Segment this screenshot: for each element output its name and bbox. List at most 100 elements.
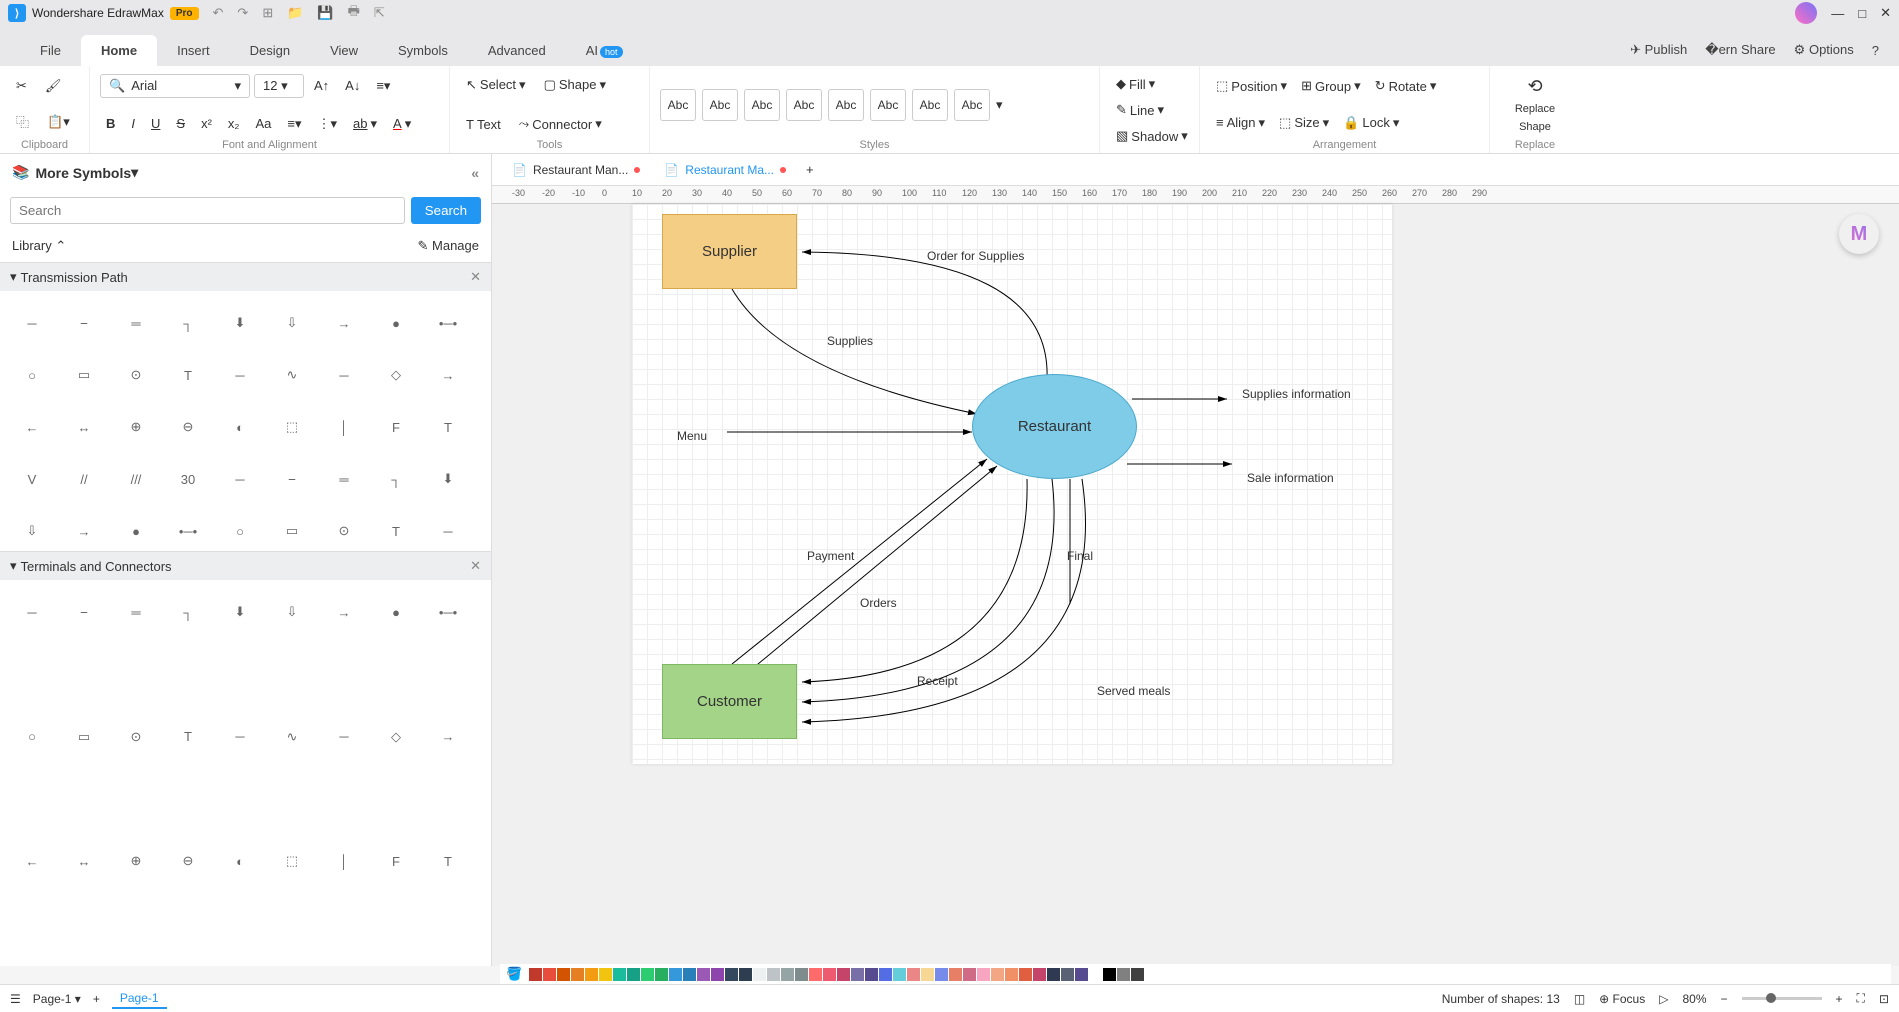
color-swatch[interactable] <box>767 968 780 981</box>
section-transmission[interactable]: ▾ Transmission Path✕ <box>0 262 491 291</box>
lock-btn[interactable]: 🔒 Lock▾ <box>1337 111 1405 135</box>
close-section-icon[interactable]: ✕ <box>470 269 481 285</box>
color-swatch[interactable] <box>921 968 934 981</box>
manage-link[interactable]: ✎ Manage <box>418 238 480 254</box>
style-preset[interactable]: Abc <box>954 89 990 121</box>
color-swatch[interactable] <box>893 968 906 981</box>
decrease-font-icon[interactable]: A↓ <box>339 74 366 97</box>
library-link[interactable]: Library ⌃ <box>12 238 66 254</box>
tab-doc-1[interactable]: 📄 Restaurant Man... <box>500 159 652 181</box>
color-swatch[interactable] <box>683 968 696 981</box>
color-swatch[interactable] <box>585 968 598 981</box>
undo-icon[interactable]: ↶ <box>213 5 224 21</box>
shape-symbol[interactable]: ← <box>10 839 54 883</box>
font-selector[interactable]: 🔍 Arial▾ <box>100 74 250 98</box>
strike-icon[interactable]: S <box>170 112 191 135</box>
open-icon[interactable]: 📁 <box>287 5 303 21</box>
rotate-btn[interactable]: ↻ Rotate▾ <box>1369 74 1443 98</box>
pages-icon[interactable]: ☰ <box>10 992 21 1006</box>
color-swatch[interactable] <box>991 968 1004 981</box>
menu-advanced[interactable]: Advanced <box>468 35 566 66</box>
options-link[interactable]: ⚙ Options <box>1794 42 1854 58</box>
color-swatch[interactable] <box>557 968 570 981</box>
color-swatch[interactable] <box>1033 968 1046 981</box>
shape-symbol[interactable]: ● <box>374 590 418 634</box>
font-size-selector[interactable]: 12 ▾ <box>254 74 304 98</box>
fit-icon[interactable]: ⛶ <box>1857 991 1865 1006</box>
layers-icon[interactable]: ◫ <box>1574 992 1585 1006</box>
shape-symbol[interactable]: 30 <box>166 457 210 501</box>
color-swatch[interactable] <box>641 968 654 981</box>
menu-symbols[interactable]: Symbols <box>378 35 468 66</box>
shape-symbol[interactable]: ⊕ <box>114 405 158 449</box>
shape-symbol[interactable]: ⊖ <box>166 405 210 449</box>
shape-symbol[interactable]: ● <box>374 301 418 345</box>
shape-symbol[interactable]: // <box>62 457 106 501</box>
shape-symbol[interactable]: ⊙ <box>114 715 158 759</box>
shape-symbol[interactable]: ─ <box>218 353 262 397</box>
style-preset[interactable]: Abc <box>870 89 906 121</box>
add-tab-icon[interactable]: + <box>806 162 814 177</box>
export-icon[interactable]: ⇱ <box>374 5 385 21</box>
color-swatch[interactable] <box>753 968 766 981</box>
shape-symbol[interactable]: ⬚ <box>270 405 314 449</box>
diagram-node-customer[interactable]: Customer <box>662 664 797 739</box>
color-swatch[interactable] <box>711 968 724 981</box>
shape-symbol[interactable]: ⬚ <box>270 839 314 883</box>
add-page-icon[interactable]: + <box>93 992 100 1006</box>
shape-symbol[interactable]: → <box>62 509 106 551</box>
case-icon[interactable]: Aa <box>249 112 277 135</box>
section-terminals[interactable]: ▾ Terminals and Connectors✕ <box>0 551 491 580</box>
line-btn[interactable]: ✎ Line ▾ <box>1110 98 1170 122</box>
shape-symbol[interactable]: ∿ <box>270 353 314 397</box>
color-swatch[interactable] <box>809 968 822 981</box>
style-preset[interactable]: Abc <box>744 89 780 121</box>
shape-symbol[interactable]: ─ <box>10 301 54 345</box>
shape-symbol[interactable]: ─ <box>322 353 366 397</box>
shape-symbol[interactable]: ↔ <box>62 839 106 883</box>
replace-shape-icon[interactable]: ⟲ <box>1527 76 1542 97</box>
shape-symbol[interactable]: ┐ <box>166 590 210 634</box>
color-swatch[interactable] <box>1103 968 1116 981</box>
shape-tool[interactable]: ▢ Shape ▾ <box>538 73 612 97</box>
shape-symbol[interactable]: ← <box>10 405 54 449</box>
shape-symbol[interactable]: •─• <box>166 509 210 551</box>
shape-symbol[interactable]: T <box>426 839 470 883</box>
shape-symbol[interactable]: ∿ <box>270 715 314 759</box>
shape-symbol[interactable]: F <box>374 839 418 883</box>
publish-link[interactable]: ✈ Publish <box>1630 42 1687 58</box>
diagram-node-supplier[interactable]: Supplier <box>662 214 797 289</box>
close-icon[interactable]: ✕ <box>1880 5 1891 21</box>
shape-symbol[interactable]: V <box>10 457 54 501</box>
increase-font-icon[interactable]: A↑ <box>308 74 335 97</box>
text-tool[interactable]: T Text <box>460 113 507 136</box>
shape-symbol[interactable]: ◇ <box>374 715 418 759</box>
shape-symbol[interactable]: ┐ <box>166 301 210 345</box>
color-swatch[interactable] <box>907 968 920 981</box>
shape-symbol[interactable]: ═ <box>322 457 366 501</box>
paste-icon[interactable]: 📋▾ <box>41 110 76 134</box>
shape-symbol[interactable]: → <box>322 301 366 345</box>
shape-symbol[interactable]: ● <box>114 509 158 551</box>
shape-symbol[interactable]: ○ <box>10 715 54 759</box>
shape-symbol[interactable]: ⇩ <box>270 590 314 634</box>
color-swatch[interactable] <box>977 968 990 981</box>
menu-home[interactable]: Home <box>81 35 157 66</box>
superscript-icon[interactable]: x² <box>195 112 218 135</box>
shape-symbol[interactable]: ◇ <box>374 353 418 397</box>
color-swatch[interactable] <box>1019 968 1032 981</box>
color-swatch[interactable] <box>1131 968 1144 981</box>
styles-more-icon[interactable]: ▾ <box>996 97 1003 113</box>
color-swatch[interactable] <box>879 968 892 981</box>
zoom-in-icon[interactable]: + <box>1836 992 1843 1006</box>
color-swatch[interactable] <box>697 968 710 981</box>
shape-symbol[interactable]: T <box>166 353 210 397</box>
subscript-icon[interactable]: x₂ <box>222 112 246 135</box>
style-preset[interactable]: Abc <box>912 89 948 121</box>
help-icon[interactable]: ? <box>1872 43 1879 58</box>
shape-symbol[interactable]: ▭ <box>270 509 314 551</box>
shape-symbol[interactable]: → <box>426 715 470 759</box>
color-swatch[interactable] <box>1005 968 1018 981</box>
share-link[interactable]: �ern Share <box>1705 42 1775 58</box>
shape-symbol[interactable]: /// <box>114 457 158 501</box>
